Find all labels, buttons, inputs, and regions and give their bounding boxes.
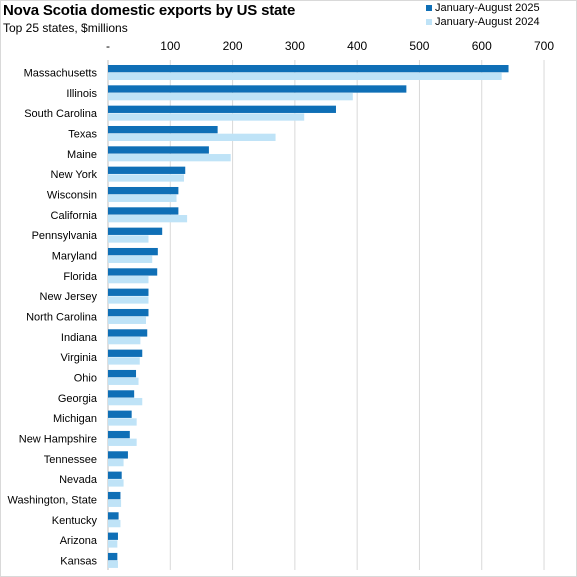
legend-item-2024: January-August 2024: [426, 16, 540, 28]
bar-2024: [108, 560, 118, 568]
bar-2024: [108, 93, 353, 101]
x-tick-label: 500: [409, 39, 429, 53]
bar-2025: [108, 451, 128, 459]
bar-2024: [108, 458, 124, 467]
bar-2024: [108, 174, 184, 182]
category-label: Florida: [63, 271, 98, 283]
bar-2025: [108, 288, 149, 296]
category-label: Tennessee: [44, 454, 97, 466]
bar-2024: [108, 377, 139, 385]
legend-label-2024: January-August 2024: [435, 16, 540, 28]
legend-swatch-2024: [426, 19, 432, 25]
category-label: Nevada: [59, 474, 98, 486]
x-tick-label: 700: [534, 39, 554, 53]
category-label: California: [51, 210, 98, 222]
category-label: Maryland: [52, 250, 97, 262]
bar-2024: [108, 72, 502, 80]
bar-2025: [108, 207, 179, 215]
bar-2024: [108, 133, 276, 141]
bar-2024: [108, 438, 137, 446]
bar-2024: [108, 316, 146, 324]
category-label: Illinois: [66, 88, 97, 100]
bar-2024: [108, 296, 149, 304]
category-label: North Carolina: [26, 311, 98, 323]
category-label: Kansas: [60, 555, 97, 567]
x-tick-label: 300: [285, 39, 305, 53]
category-label: Virginia: [61, 352, 98, 364]
category-label: Maine: [67, 149, 97, 161]
bar-2025: [108, 532, 118, 540]
bar-2025: [108, 227, 163, 235]
bar-2025: [108, 268, 158, 276]
category-label: Georgia: [58, 393, 98, 405]
bar-2025: [108, 552, 118, 561]
x-tick-label: 200: [223, 39, 243, 53]
bar-2025: [108, 146, 209, 154]
bar-2024: [108, 113, 305, 121]
bar-2024: [108, 215, 188, 223]
bar-2025: [108, 308, 149, 317]
bar-2025: [108, 166, 186, 174]
bar-2024: [108, 397, 143, 406]
x-tick-label: 600: [472, 39, 492, 53]
category-label: Ohio: [74, 372, 97, 384]
bar-2024: [108, 418, 137, 426]
bar-2024: [108, 235, 149, 243]
bar-2025: [108, 329, 148, 337]
category-label: Pennsylvania: [32, 230, 98, 242]
bar-2024: [108, 336, 141, 345]
bar-2025: [108, 512, 119, 520]
category-label: Kentucky: [52, 515, 98, 527]
bar-2024: [108, 194, 177, 202]
bar-2025: [108, 105, 336, 113]
category-label: Arizona: [60, 535, 98, 547]
bar-2024: [108, 519, 121, 528]
category-label: Washington, State: [8, 494, 97, 506]
bar-2025: [108, 410, 132, 418]
category-label: New Hampshire: [19, 433, 97, 445]
bar-2025: [108, 247, 158, 256]
x-tick-label: -: [106, 39, 110, 53]
bar-2025: [108, 349, 143, 357]
x-tick-label: 100: [160, 39, 180, 53]
bar-2024: [108, 499, 122, 507]
chart-subtitle: Top 25 states, $millions: [3, 21, 128, 35]
category-label: Texas: [68, 128, 97, 140]
bar-2024: [108, 154, 231, 162]
bar-2024: [108, 276, 149, 284]
legend-swatch-2025: [426, 5, 432, 11]
bar-2025: [108, 65, 509, 73]
category-label: New York: [51, 169, 98, 181]
bar-2025: [108, 369, 137, 378]
bar-2024: [108, 540, 118, 548]
bar-2025: [108, 85, 407, 93]
category-label: New Jersey: [40, 291, 98, 303]
bar-2025: [108, 430, 130, 439]
bar-2024: [108, 479, 124, 487]
bar-2025: [108, 186, 179, 195]
category-label: Michigan: [53, 413, 97, 425]
bar-2025: [108, 390, 135, 398]
category-label: Indiana: [61, 332, 98, 344]
bar-2025: [108, 491, 121, 500]
bar-2024: [108, 255, 153, 263]
bar-2025: [108, 471, 122, 479]
category-label: South Carolina: [24, 108, 98, 120]
bar-2025: [108, 125, 218, 134]
category-label: Wisconsin: [47, 189, 97, 201]
bar-2024: [108, 357, 140, 365]
chart-title: Nova Scotia domestic exports by US state: [3, 2, 296, 19]
legend-label-2025: January-August 2025: [435, 2, 540, 14]
category-label: Massachusetts: [24, 68, 98, 80]
legend-item-2025: January-August 2025: [426, 2, 540, 14]
x-tick-label: 400: [347, 39, 367, 53]
